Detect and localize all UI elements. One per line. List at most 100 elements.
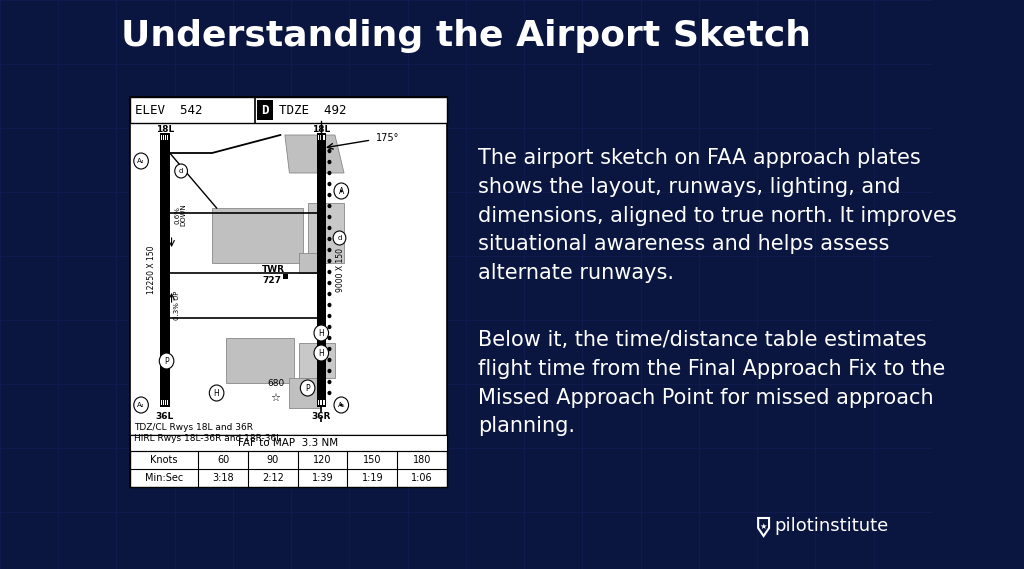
Text: 90: 90 xyxy=(266,455,279,465)
Bar xyxy=(317,135,319,140)
Text: ★: ★ xyxy=(760,522,767,530)
Circle shape xyxy=(328,281,332,285)
Text: H: H xyxy=(318,348,325,357)
Text: A: A xyxy=(339,187,344,196)
Circle shape xyxy=(328,358,332,362)
Text: 18L: 18L xyxy=(156,125,174,134)
Text: 12250 X 150: 12250 X 150 xyxy=(147,246,156,294)
Bar xyxy=(160,133,170,407)
Circle shape xyxy=(328,292,332,296)
Text: 2:12: 2:12 xyxy=(262,473,284,483)
Text: d: d xyxy=(337,235,342,241)
Circle shape xyxy=(328,369,332,373)
Bar xyxy=(161,400,162,405)
Bar xyxy=(299,253,322,273)
Circle shape xyxy=(340,189,343,192)
Circle shape xyxy=(328,182,332,186)
Circle shape xyxy=(328,237,332,241)
Bar xyxy=(130,97,446,123)
Bar xyxy=(317,400,319,405)
Circle shape xyxy=(328,303,332,307)
Bar xyxy=(324,400,325,405)
Bar xyxy=(130,435,446,451)
Bar xyxy=(290,378,322,408)
Bar xyxy=(130,435,446,487)
Text: 0.3% UP: 0.3% UP xyxy=(174,290,180,320)
Circle shape xyxy=(328,226,332,230)
Text: A₄: A₄ xyxy=(137,158,144,164)
Bar xyxy=(257,100,273,120)
Text: 9000 X 150: 9000 X 150 xyxy=(336,248,345,292)
Text: 1:39: 1:39 xyxy=(311,473,334,483)
Bar xyxy=(163,135,164,140)
Bar xyxy=(316,133,326,407)
Polygon shape xyxy=(285,135,344,173)
Circle shape xyxy=(328,248,332,252)
Text: 3:18: 3:18 xyxy=(212,473,233,483)
Text: pilotinstitute: pilotinstitute xyxy=(774,517,889,535)
Text: ☆: ☆ xyxy=(270,393,281,403)
Circle shape xyxy=(160,353,174,369)
Circle shape xyxy=(333,231,346,245)
Text: H: H xyxy=(318,328,325,337)
Circle shape xyxy=(328,380,332,384)
Text: The airport sketch on FAA approach plates
shows the layout, runways, lighting, a: The airport sketch on FAA approach plate… xyxy=(478,148,956,283)
Text: TDZ/CL Rwys 18L and 36R: TDZ/CL Rwys 18L and 36R xyxy=(134,423,253,432)
Text: H: H xyxy=(214,389,219,398)
Bar xyxy=(307,203,344,263)
Circle shape xyxy=(340,403,343,406)
Bar xyxy=(165,135,166,140)
Bar xyxy=(130,97,446,487)
Circle shape xyxy=(328,149,332,153)
Text: DOWN: DOWN xyxy=(180,204,186,226)
Circle shape xyxy=(328,270,332,274)
Text: 120: 120 xyxy=(313,455,332,465)
Text: TDZE  492: TDZE 492 xyxy=(279,104,346,117)
Circle shape xyxy=(314,345,329,361)
Bar xyxy=(324,135,325,140)
Bar xyxy=(161,135,162,140)
Circle shape xyxy=(134,397,148,413)
Circle shape xyxy=(334,183,348,199)
Circle shape xyxy=(328,193,332,197)
Text: FAF to MAP  3.3 NM: FAF to MAP 3.3 NM xyxy=(239,438,339,448)
Text: 0.6%: 0.6% xyxy=(174,206,180,224)
Text: 150: 150 xyxy=(364,455,382,465)
Text: P: P xyxy=(164,357,169,365)
Circle shape xyxy=(334,397,348,413)
Text: 180: 180 xyxy=(413,455,431,465)
Circle shape xyxy=(209,385,224,401)
Circle shape xyxy=(328,171,332,175)
Text: Understanding the Airport Sketch: Understanding the Airport Sketch xyxy=(121,19,811,53)
Circle shape xyxy=(328,347,332,351)
Circle shape xyxy=(328,204,332,208)
Bar xyxy=(212,208,303,263)
Circle shape xyxy=(314,325,329,341)
Circle shape xyxy=(328,336,332,340)
Text: P: P xyxy=(305,384,310,393)
Circle shape xyxy=(328,259,332,263)
Bar xyxy=(321,135,323,140)
Bar xyxy=(299,343,335,378)
Text: Below it, the time/distance table estimates
flight time from the Final Approach : Below it, the time/distance table estima… xyxy=(478,330,945,436)
Text: 1:19: 1:19 xyxy=(361,473,383,483)
Text: 60: 60 xyxy=(217,455,229,465)
Text: 680: 680 xyxy=(267,379,285,388)
Bar xyxy=(165,400,166,405)
Text: ELEV  542: ELEV 542 xyxy=(135,104,202,117)
Text: TWR
727: TWR 727 xyxy=(262,265,285,284)
Circle shape xyxy=(175,164,187,178)
Text: 175°: 175° xyxy=(376,133,399,143)
Text: 36L: 36L xyxy=(156,411,174,420)
Text: D: D xyxy=(261,104,268,117)
Circle shape xyxy=(328,160,332,164)
Bar xyxy=(283,274,288,279)
Bar xyxy=(321,400,323,405)
Text: d: d xyxy=(179,168,183,174)
Circle shape xyxy=(328,215,332,219)
Circle shape xyxy=(300,380,315,396)
Text: Knots: Knots xyxy=(151,455,178,465)
Text: Min:Sec: Min:Sec xyxy=(145,473,183,483)
Circle shape xyxy=(328,325,332,329)
Text: A₅: A₅ xyxy=(338,402,345,408)
